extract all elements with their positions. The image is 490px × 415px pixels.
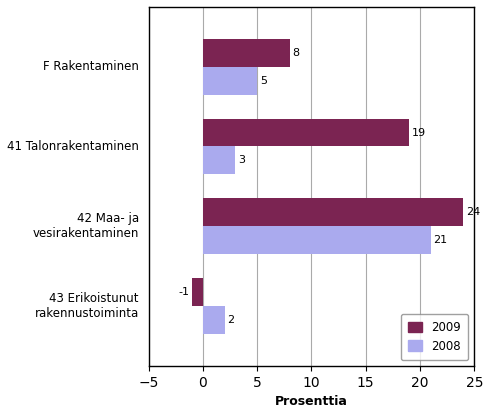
- Text: 19: 19: [412, 127, 426, 137]
- Text: 3: 3: [238, 156, 245, 166]
- Text: 24: 24: [466, 207, 480, 217]
- Bar: [203, 119, 409, 146]
- Text: 8: 8: [293, 48, 299, 58]
- Legend: 2009, 2008: 2009, 2008: [401, 314, 468, 360]
- X-axis label: Prosenttia: Prosenttia: [275, 395, 348, 408]
- Text: 5: 5: [260, 76, 267, 86]
- Bar: [203, 39, 290, 67]
- Bar: [203, 306, 224, 334]
- Bar: [203, 67, 257, 95]
- Bar: [203, 146, 235, 174]
- Bar: [192, 278, 203, 306]
- Bar: [203, 226, 431, 254]
- Text: 21: 21: [434, 235, 448, 245]
- Text: -1: -1: [178, 287, 189, 297]
- Text: 2: 2: [227, 315, 234, 325]
- Bar: [203, 198, 464, 226]
